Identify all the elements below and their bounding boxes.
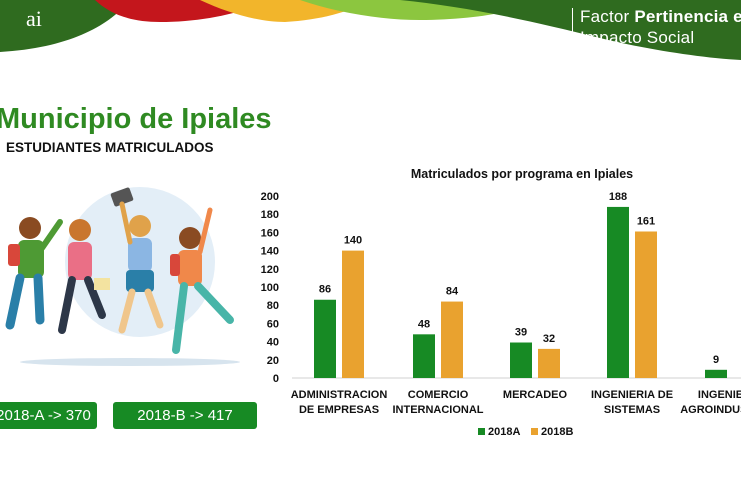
chart-legend: 2018A 2018B [478, 426, 573, 438]
factor-prefix: Factor [580, 7, 630, 26]
students-illustration [5, 187, 240, 366]
bar-2018a [413, 334, 435, 378]
category-label: INGENIERIA [698, 389, 741, 401]
page-title: Municipio de Ipiales [0, 103, 272, 135]
factor-bold: Pertinencia e [634, 7, 741, 26]
y-tick-label: 200 [261, 191, 279, 203]
y-tick-label: 100 [261, 282, 279, 294]
data-label: 48 [418, 318, 430, 330]
header-green-left [0, 0, 130, 52]
y-tick-label: 140 [261, 246, 279, 258]
y-tick-label: 120 [261, 264, 279, 276]
total-2018b-badge: 2018-B -> 417 [113, 402, 257, 429]
data-label: 86 [319, 284, 331, 296]
bar-2018a [314, 299, 336, 378]
bar-2018b [441, 301, 463, 378]
chart-marks: 0 20 40 60 80 100 120 140 160 180 200 86 140 ADMINIST… [261, 191, 741, 416]
legend-swatch-2018b [531, 428, 538, 435]
legend-label-2018a: 2018A [488, 426, 520, 438]
y-tick-label: 180 [261, 209, 279, 221]
bar-2018a [607, 206, 629, 378]
data-label: 32 [543, 333, 555, 345]
header-green-right [400, 0, 741, 60]
factor-title-line2: Impacto Social [580, 28, 695, 47]
legend-label-2018b: 2018B [541, 426, 573, 438]
y-tick-label: 20 [267, 355, 279, 367]
student-figure-1 [5, 217, 63, 330]
header-band [0, 0, 741, 60]
category-label: INGENIERIA DE [591, 389, 673, 401]
category-label: SISTEMAS [604, 404, 660, 416]
bar-2018a [705, 369, 727, 378]
bar-2018b [635, 231, 657, 378]
category-label: MERCADEO [503, 389, 568, 401]
data-label: 161 [637, 215, 655, 227]
category-label: INTERNACIONAL [392, 404, 483, 416]
bar-2018b [342, 250, 364, 378]
factor-title: Factor Pertinencia e Impacto Social [580, 6, 741, 48]
ground-shadow [20, 358, 240, 366]
data-label: 9 [713, 354, 719, 366]
y-tick-label: 0 [273, 373, 279, 385]
student-figure-3 [110, 187, 164, 334]
chart-title: Matriculados por programa en Ipiales [411, 167, 633, 181]
bar-2018b [538, 348, 560, 378]
category-label: ADMINISTRACION [291, 389, 388, 401]
y-tick-label: 40 [267, 337, 279, 349]
page-subtitle: ESTUDIANTES MATRICULADOS [6, 140, 214, 155]
data-label: 188 [609, 191, 627, 203]
bar-2018a [510, 342, 532, 378]
legend-swatch-2018a [478, 428, 485, 435]
total-2018a-badge: 2018-A -> 370 [0, 402, 97, 429]
data-label: 84 [446, 286, 459, 298]
y-tick-label: 60 [267, 318, 279, 330]
category-label: AGROINDUSTRIAL [680, 404, 741, 416]
logo-text: ai [26, 6, 42, 31]
y-tick-label: 160 [261, 227, 279, 239]
data-label: 39 [515, 327, 527, 339]
factor-title-line1: Factor Pertinencia e [580, 6, 741, 27]
header-divider [572, 8, 573, 44]
student-figure-2 [58, 219, 110, 334]
y-tick-label: 80 [267, 300, 279, 312]
category-label: DE EMPRESAS [299, 404, 379, 416]
data-label: 140 [344, 235, 362, 247]
category-label: COMERCIO [408, 389, 469, 401]
student-figure-4 [170, 207, 234, 354]
university-logo: ai [0, 6, 70, 48]
